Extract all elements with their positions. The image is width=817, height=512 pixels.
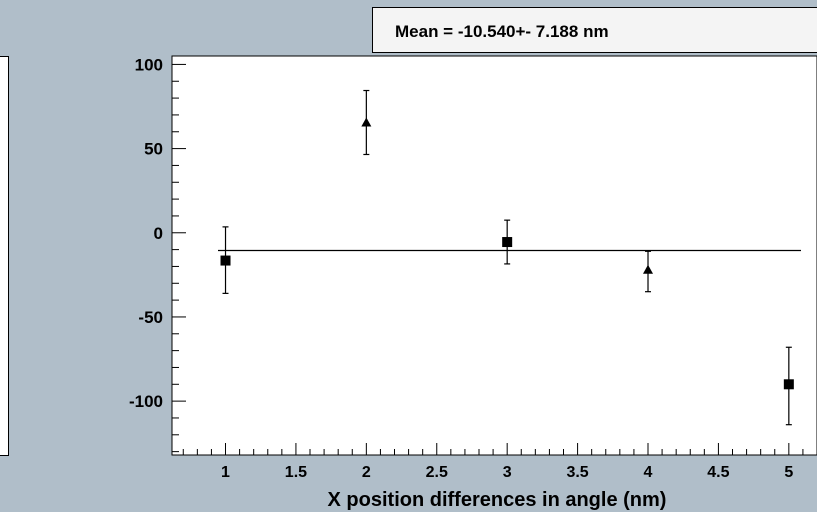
y-tick-label: 100 [135,55,163,74]
x-tick-label: 3 [503,464,512,481]
stats-box: Mean = -10.540+- 7.188 nm [372,7,817,53]
stats-mean-label: Mean = -10.540+- 7.188 nm [395,22,609,41]
data-point-triangle [643,264,654,274]
x-tick-label: 4.5 [707,464,729,481]
y-tick-label: -50 [138,308,163,327]
y-tick-label: -100 [129,392,163,411]
data-point-triangle [361,117,372,127]
x-tick-label: 1.5 [285,464,307,481]
data-points [220,89,794,426]
x-tick-label: 2.5 [426,464,448,481]
data-point-square [502,237,513,248]
x-tick-label: 2 [362,464,371,481]
data-point-square [783,379,794,390]
axes: 1 1.5 2 2.5 3 3.5 4 4.5 5 100 50 0 -50 -100 [129,55,817,481]
x-tick-label: 5 [784,464,793,481]
x-axis-label: X position differences in angle (nm) [328,489,667,511]
adjacent-pad-edge [0,56,9,456]
y-tick-label: 0 [154,224,163,243]
x-tick-label: 1 [221,464,230,481]
x-tick-label: 3.5 [566,464,588,481]
data-point-square [220,255,231,266]
x-tick-label: 4 [644,464,653,481]
plot-frame [171,55,817,456]
y-tick-label: 50 [144,140,163,159]
